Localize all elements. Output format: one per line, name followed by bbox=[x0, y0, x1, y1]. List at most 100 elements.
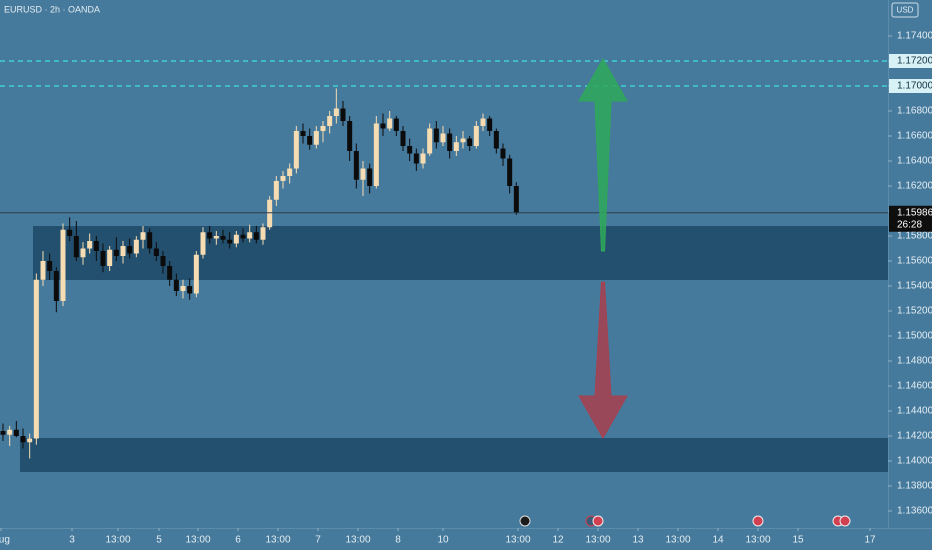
candle-body bbox=[487, 118, 493, 131]
y-tick-label: 1.15000 bbox=[897, 331, 932, 342]
currency: USD bbox=[897, 6, 914, 15]
candle-body bbox=[67, 229, 73, 236]
candle-body bbox=[233, 234, 239, 244]
candle-body bbox=[120, 246, 126, 256]
candle-body bbox=[213, 236, 219, 239]
candle-body bbox=[313, 131, 319, 145]
candle-body bbox=[0, 431, 6, 435]
candle-body bbox=[33, 279, 39, 439]
y-tick-label: 1.17400 bbox=[897, 31, 932, 42]
candle-body bbox=[307, 136, 313, 145]
candle-body bbox=[273, 181, 279, 200]
level-price-box bbox=[889, 79, 932, 93]
y-tick-label: 1.14400 bbox=[897, 406, 932, 417]
candle-body bbox=[380, 123, 386, 129]
candle-body bbox=[267, 199, 273, 228]
y-tick-label: 1.16200 bbox=[897, 181, 932, 192]
x-tick-label: 7 bbox=[315, 535, 321, 546]
candle-body bbox=[473, 126, 479, 146]
y-tick-label: 1.15400 bbox=[897, 281, 932, 292]
candle-body bbox=[107, 249, 113, 266]
x-tick-label: 13:00 bbox=[585, 535, 610, 546]
candle-body bbox=[253, 232, 259, 240]
x-tick-label: 13:00 bbox=[105, 535, 130, 546]
last-price-box bbox=[889, 205, 932, 232]
x-tick-label: 17 bbox=[864, 535, 876, 546]
x-tick-label: 13:00 bbox=[265, 535, 290, 546]
y-tick-label: 1.15600 bbox=[897, 256, 932, 267]
x-tick-label: 10 bbox=[437, 535, 449, 546]
candle-body bbox=[513, 186, 519, 213]
candle-body bbox=[320, 126, 326, 131]
candle-body bbox=[60, 229, 66, 301]
countdown: 26:28 bbox=[897, 219, 922, 230]
level-price-box bbox=[889, 54, 932, 68]
y-tick-label: 1.13800 bbox=[897, 481, 932, 492]
symbol-title: EURUSD · 2h · OANDA bbox=[4, 4, 100, 14]
y-tick-label: 1.15800 bbox=[897, 231, 932, 242]
candle-body bbox=[200, 232, 206, 255]
event-icon[interactable] bbox=[519, 515, 531, 527]
x-tick-label: 6 bbox=[235, 535, 241, 546]
candle-body bbox=[373, 123, 379, 186]
candle-body bbox=[227, 239, 233, 244]
y-tick-label: 1.14800 bbox=[897, 356, 932, 367]
arrow bbox=[578, 281, 628, 440]
y-tick-label: 1.14200 bbox=[897, 431, 932, 442]
y-tick-label: 1.14000 bbox=[897, 456, 932, 467]
candle-body bbox=[493, 131, 499, 149]
candle-body bbox=[400, 131, 406, 146]
candle-body bbox=[13, 429, 19, 436]
candle-body bbox=[433, 128, 439, 143]
event-icon[interactable] bbox=[839, 515, 851, 527]
candle-body bbox=[360, 168, 366, 180]
candle-body bbox=[467, 138, 473, 146]
x-tick-label: 13:00 bbox=[345, 535, 370, 546]
candle-body bbox=[507, 158, 513, 186]
candle-body bbox=[387, 118, 393, 129]
candle-body bbox=[40, 261, 46, 280]
candles bbox=[0, 88, 519, 459]
last-price-label: 1.15986 bbox=[897, 207, 932, 218]
candle-body bbox=[427, 128, 433, 154]
candle-body bbox=[500, 148, 506, 159]
y-tick-label: 1.15200 bbox=[897, 306, 932, 317]
zones bbox=[20, 226, 888, 472]
candle-body bbox=[167, 266, 173, 280]
candle-body bbox=[87, 241, 93, 249]
zone bbox=[20, 438, 888, 472]
price-axis: 1.13600 1.13800 1.14000 1.14200 1.14400 1.146… bbox=[888, 31, 932, 517]
candle-body bbox=[353, 151, 359, 180]
level-price-label: 1.17000 bbox=[897, 81, 932, 92]
candle-body bbox=[460, 138, 466, 143]
candle-body bbox=[300, 131, 306, 136]
zone bbox=[33, 226, 888, 280]
candle-body bbox=[280, 176, 286, 181]
y-tick-label: 1.16400 bbox=[897, 156, 932, 167]
candle-body bbox=[80, 248, 86, 258]
y-tick-label: 1.16800 bbox=[897, 106, 932, 117]
x-tick-label: 13:00 bbox=[505, 535, 530, 546]
candle-body bbox=[260, 227, 266, 240]
candle-body bbox=[147, 232, 153, 249]
candle-body bbox=[453, 142, 459, 151]
y-tick-label: 1.16600 bbox=[897, 131, 932, 142]
x-tick-label: 15 bbox=[792, 535, 804, 546]
level-price-label: 1.17200 bbox=[897, 56, 932, 67]
candle-body bbox=[140, 232, 146, 240]
y-tick-label: 1.13600 bbox=[897, 506, 932, 517]
event-icon[interactable] bbox=[592, 515, 604, 527]
x-tick-label: 8 bbox=[395, 535, 401, 546]
event-icon[interactable] bbox=[752, 515, 764, 527]
arrow bbox=[578, 57, 628, 252]
candle-body bbox=[247, 232, 253, 239]
event-icons bbox=[519, 515, 851, 527]
x-tick-label: Aug bbox=[0, 535, 10, 546]
candle-body bbox=[47, 261, 53, 271]
candle-body bbox=[193, 254, 199, 294]
candle-body bbox=[293, 131, 299, 169]
candle-body bbox=[413, 153, 419, 164]
candle-body bbox=[180, 286, 186, 291]
currency-box[interactable] bbox=[891, 2, 919, 18]
